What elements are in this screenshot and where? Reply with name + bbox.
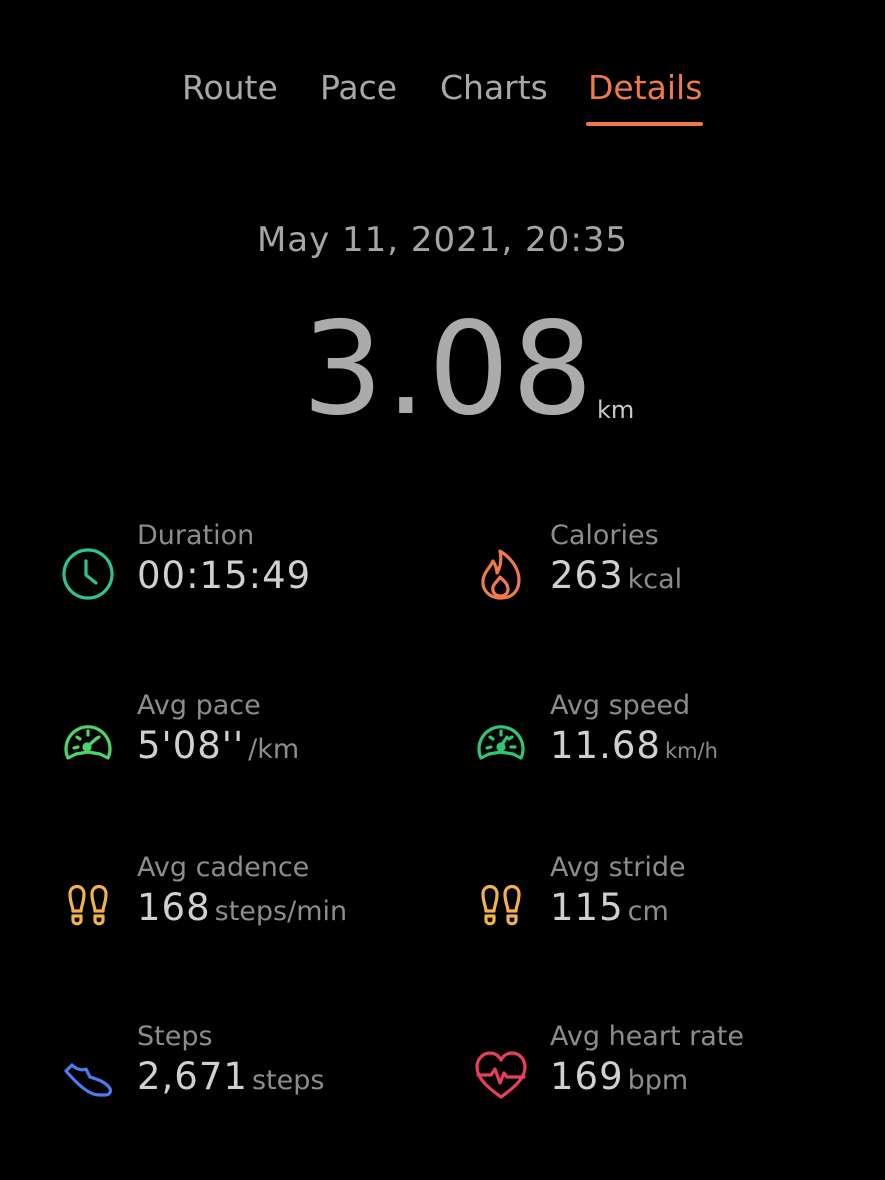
stat-avg-cadence: Avg cadence 168 steps/min — [60, 852, 440, 962]
speedometer-icon — [60, 716, 116, 772]
stat-unit: km/h — [664, 739, 718, 763]
clock-icon — [60, 546, 116, 602]
stat-steps: Steps 2,671 steps — [60, 1021, 440, 1131]
active-tab-indicator — [586, 122, 703, 126]
stat-avg-stride: Avg stride 115 cm — [473, 852, 853, 962]
stat-label: Avg heart rate — [550, 1021, 744, 1052]
workout-date: May 11, 2021, 20:35 — [256, 220, 629, 260]
stat-value: 115 — [550, 886, 624, 929]
stat-unit: kcal — [627, 564, 683, 595]
stat-label: Avg cadence — [137, 852, 310, 883]
distance-value: 3.08 — [302, 295, 595, 444]
stat-label: Calories — [550, 520, 659, 551]
stat-label: Steps — [137, 1021, 213, 1052]
heart-rate-icon — [473, 1047, 529, 1103]
distance-unit: km — [597, 396, 635, 424]
footprints-icon — [60, 878, 116, 934]
stat-label: Avg stride — [550, 852, 686, 883]
stat-unit: cm — [627, 896, 669, 927]
stat-unit: bpm — [627, 1065, 689, 1096]
stat-duration: Duration 00:15:49 — [60, 520, 440, 630]
tab-pace[interactable]: Pace — [320, 68, 398, 107]
footprints-icon — [473, 878, 529, 934]
stat-avg-speed: Avg speed 11.68 km/h — [473, 690, 853, 800]
stat-value: 169 — [550, 1055, 624, 1098]
stat-label: Avg pace — [137, 690, 261, 721]
stat-calories: Calories 263 kcal — [473, 520, 853, 630]
stat-unit: /km — [248, 734, 300, 765]
tab-charts[interactable]: Charts — [440, 68, 548, 107]
shoe-icon — [60, 1047, 116, 1103]
stat-unit: steps — [251, 1065, 325, 1096]
stat-avg-pace: Avg pace 5'08''/km — [60, 690, 440, 800]
stat-value: 2,671 — [137, 1055, 248, 1098]
tab-route[interactable]: Route — [182, 68, 278, 107]
stat-value: 11.68 — [550, 724, 661, 767]
flame-icon — [473, 546, 529, 602]
stat-value: 263 — [550, 554, 624, 597]
speedometer-icon — [473, 716, 529, 772]
stat-value: 00:15:49 — [137, 554, 312, 597]
stat-value: 5'08'' — [137, 724, 245, 767]
stat-avg-heart-rate: Avg heart rate 169 bpm — [473, 1021, 853, 1131]
distance-summary: 3.08 km — [0, 300, 885, 440]
stat-value: 168 — [137, 886, 211, 929]
tab-bar: Route Pace Charts Details — [0, 60, 885, 130]
stat-unit: steps/min — [214, 896, 348, 927]
stat-label: Avg speed — [550, 690, 691, 721]
tab-details[interactable]: Details — [588, 68, 703, 107]
stat-label: Duration — [137, 520, 255, 551]
